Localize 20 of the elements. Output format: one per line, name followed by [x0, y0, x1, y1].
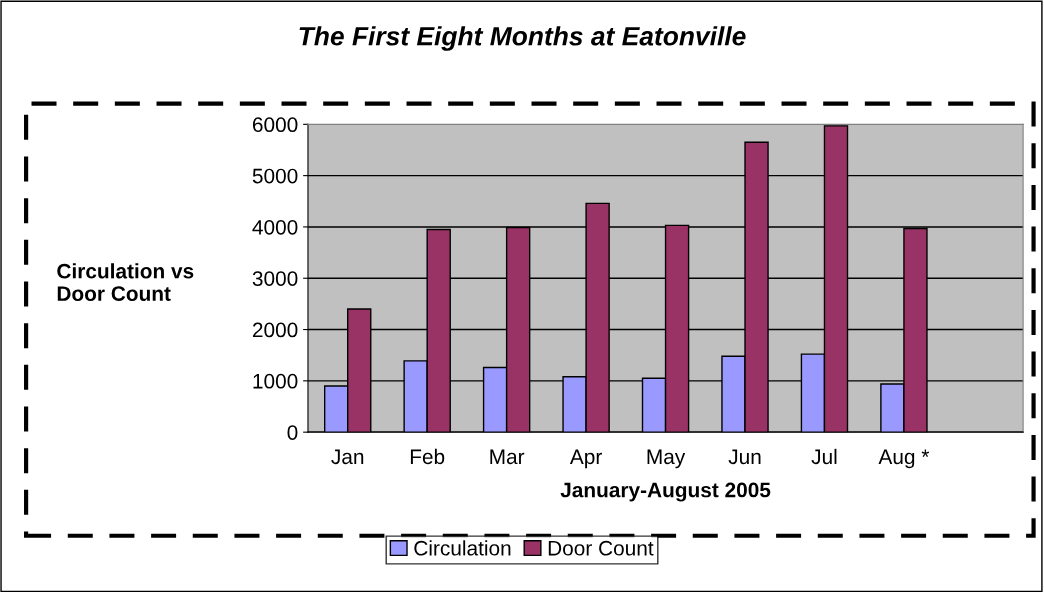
y-tick-label: 5000 [252, 168, 298, 184]
x-tick-label: Mar [490, 449, 525, 465]
x-tick-label: Jun [728, 449, 761, 465]
x-tick-label: Aug * [878, 449, 930, 469]
legend-label: Door Count [548, 540, 654, 556]
x-axis-title: January-August 2005 [560, 482, 771, 502]
x-tick-label: Feb [410, 448, 445, 465]
y-tick-label: 2000 [252, 322, 298, 338]
x-tick-label: Jul [811, 448, 837, 465]
y-tick-label: 1000 [253, 373, 298, 389]
legend-label: Circulation [414, 540, 511, 556]
y-tick-label: 4000 [252, 219, 298, 235]
y-tick-label: 3000 [252, 271, 298, 286]
y-tick-label: 0 [287, 425, 298, 440]
x-tick-label: May [647, 449, 686, 469]
x-tick-label: Apr [569, 449, 602, 469]
y-axis-title: Circulation vs Door Count [57, 263, 194, 301]
chart-title: The First Eight Months at Eatonville [299, 26, 746, 51]
y-tick-label: 6000 [252, 117, 298, 133]
x-tick-label: Jan [331, 449, 364, 465]
